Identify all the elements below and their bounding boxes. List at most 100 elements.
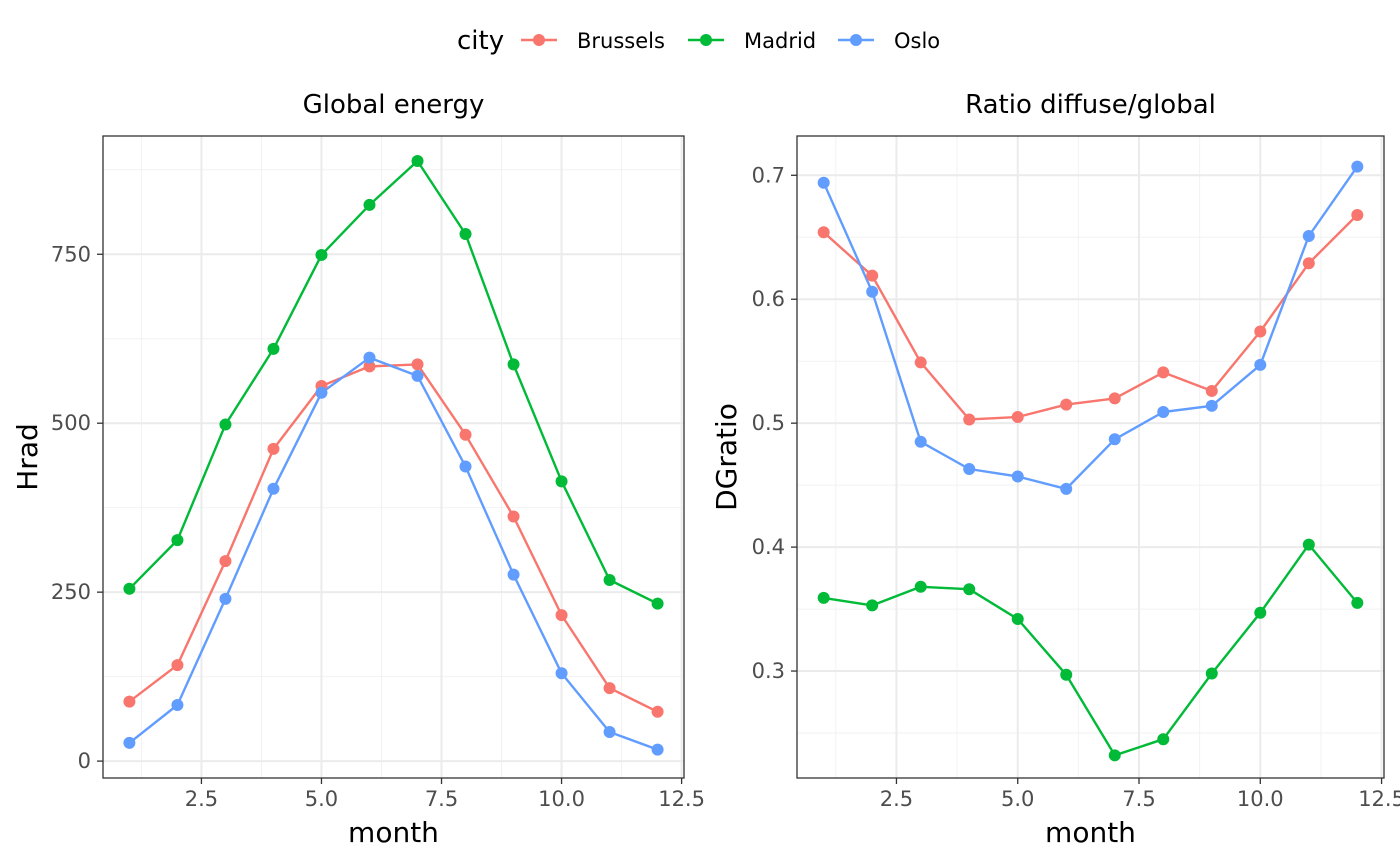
series-global-energy: [123, 155, 664, 756]
data-point-madrid: [1205, 667, 1218, 680]
data-point-oslo: [315, 386, 328, 399]
data-point-brussels: [171, 659, 184, 672]
data-point-brussels: [651, 705, 664, 718]
data-point-madrid: [411, 155, 424, 168]
data-point-madrid: [866, 599, 879, 612]
data-point-brussels: [603, 682, 616, 695]
panel-title-global-energy: Global energy: [303, 90, 485, 120]
data-point-madrid: [363, 198, 376, 211]
ticks-global-energy: 2.5 5.0 7.5 10.0 12.5 0 250 500 750: [51, 242, 705, 811]
legend-entry-brussels: Brussels: [521, 29, 665, 53]
panel-border-global-energy: [102, 135, 685, 779]
x-tick-label-ratio: 7.5: [1122, 787, 1155, 811]
data-point-madrid: [603, 573, 616, 586]
data-point-madrid: [555, 475, 568, 488]
series-line-madrid: [823, 543, 1359, 757]
data-point-oslo: [817, 176, 830, 189]
data-point-madrid: [914, 580, 927, 593]
y-tick-label-ratio: 0.5: [752, 411, 785, 435]
data-point-oslo: [1011, 470, 1024, 483]
data-point-oslo: [267, 482, 280, 495]
data-point-brussels: [123, 695, 136, 708]
series-line-brussels: [822, 214, 1359, 421]
x-tick-label-ratio: 2.5: [880, 787, 913, 811]
y-tick-label-global-energy: 0: [78, 749, 91, 773]
legend-entry-oslo: Oslo: [838, 29, 940, 53]
data-point-oslo: [459, 460, 472, 473]
series-line-oslo: [822, 165, 1359, 491]
data-point-madrid: [1060, 668, 1073, 681]
data-point-madrid: [1302, 538, 1315, 551]
y-tick-label-global-energy: 500: [51, 411, 91, 435]
y-axis-title-global-energy: Hrad: [11, 423, 44, 491]
y-tick-label-ratio: 0.6: [752, 287, 785, 311]
data-point-oslo: [1157, 406, 1170, 419]
data-point-oslo: [171, 699, 184, 712]
data-point-oslo: [1302, 230, 1315, 243]
data-point-brussels: [267, 442, 280, 455]
data-point-brussels: [363, 360, 376, 373]
legend-label-oslo: Oslo: [894, 29, 940, 53]
series-line-brussels: [128, 363, 659, 713]
legend-label-brussels: Brussels: [577, 29, 665, 53]
x-tick-label-ratio: 10.0: [1237, 787, 1284, 811]
data-point-brussels: [459, 428, 472, 441]
data-point-oslo: [1108, 433, 1121, 446]
panel-title-ratio: Ratio diffuse/global: [965, 90, 1216, 120]
data-point-brussels: [914, 356, 927, 369]
x-tick-label-global-energy: 10.0: [538, 787, 585, 811]
data-point-brussels: [1011, 410, 1024, 423]
data-point-oslo: [914, 435, 927, 448]
data-point-madrid: [219, 418, 232, 431]
series-line-oslo: [128, 356, 659, 751]
data-point-madrid: [1254, 606, 1267, 619]
data-point-brussels: [411, 358, 424, 371]
legend-entry-madrid: Madrid: [688, 29, 816, 53]
data-point-madrid: [315, 248, 328, 261]
panel-border-ratio: [796, 135, 1385, 779]
data-point-brussels: [1157, 366, 1170, 379]
data-point-madrid: [171, 534, 184, 547]
data-point-brussels: [1060, 398, 1073, 411]
data-point-madrid: [267, 342, 280, 355]
data-point-madrid: [123, 582, 136, 595]
panel-ratio-diffuse-global: Ratio diffuse/global month DGratio 2.5 5.…: [710, 90, 1400, 849]
data-point-oslo: [363, 351, 376, 364]
ticks-ratio: 2.5 5.0 7.5 10.0 12.5 0.3 0.4 0.5 0.6 0.7: [752, 163, 1400, 811]
x-tick-label-ratio: 12.5: [1358, 787, 1400, 811]
x-tick-label-global-energy: 12.5: [658, 787, 705, 811]
y-tick-label-global-energy: 250: [51, 580, 91, 604]
data-point-brussels: [866, 269, 879, 282]
x-axis-title-global-energy: month: [348, 816, 439, 849]
x-tick-label-ratio: 5.0: [1001, 787, 1034, 811]
data-point-madrid: [1351, 596, 1364, 609]
data-point-brussels: [1254, 325, 1267, 338]
y-axis-title-ratio: DGratio: [710, 403, 743, 511]
x-axis-title-ratio: month: [1045, 816, 1136, 849]
data-point-brussels: [1302, 257, 1315, 270]
data-point-madrid: [1011, 612, 1024, 625]
x-tick-label-global-energy: 5.0: [305, 787, 338, 811]
data-point-brussels: [1205, 384, 1218, 397]
data-point-brussels: [555, 609, 568, 622]
series-line-madrid: [128, 159, 659, 605]
data-point-oslo: [555, 667, 568, 680]
data-point-oslo: [866, 285, 879, 298]
legend-label-madrid: Madrid: [744, 29, 816, 53]
legend: city Brussels Madrid Oslo: [457, 26, 940, 56]
panel-global-energy: Global energy month Hrad 2.5 5.0 7.5 10.0 12…: [11, 90, 705, 849]
grid-global-energy: [103, 136, 684, 778]
data-point-madrid: [1157, 733, 1170, 746]
legend-key-point-oslo: [850, 34, 862, 46]
data-point-madrid: [459, 227, 472, 240]
data-point-brussels: [219, 555, 232, 568]
y-tick-label-ratio: 0.7: [752, 163, 785, 187]
data-point-oslo: [963, 463, 976, 476]
x-tick-label-global-energy: 7.5: [425, 787, 458, 811]
data-point-oslo: [1351, 160, 1364, 173]
data-point-madrid: [507, 358, 520, 371]
data-point-oslo: [1060, 482, 1073, 495]
data-point-brussels: [963, 413, 976, 426]
data-point-oslo: [507, 568, 520, 581]
